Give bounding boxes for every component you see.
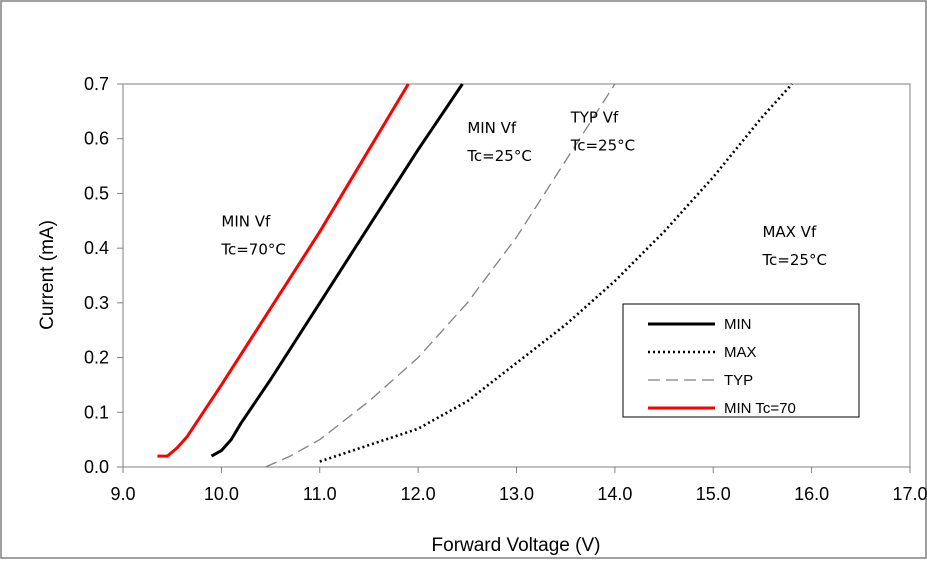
y-tick-label: 0.4 [84, 238, 109, 258]
x-tick-label: 11.0 [303, 484, 337, 504]
curve-annotation: TYP Vf [570, 108, 619, 126]
x-tick-label: 16.0 [794, 484, 829, 504]
series-line-min-tc-70 [157, 83, 410, 458]
curve-annotation: Tc=25°C [570, 136, 636, 154]
annotation-layer: MIN Vf Tc=70°C MIN Vf Tc=25°C TYP Vf Tc=25°C M… [220, 108, 827, 269]
x-tick-label: 14.0 [597, 484, 632, 504]
x-tick-label: 10.0 [204, 484, 239, 504]
y-tick-label: 0.6 [84, 129, 109, 149]
x-tick-label: 9.0 [110, 484, 135, 504]
y-axis-title: Current (mA) [37, 220, 58, 330]
y-tick-label: 0.1 [84, 402, 109, 422]
legend-label: MIN [724, 316, 752, 333]
curve-annotation: Tc=25°C [761, 251, 827, 269]
series-line-max [319, 83, 793, 463]
x-axis-title: Forward Voltage (V) [432, 535, 601, 556]
y-tick-label: 0.5 [84, 183, 109, 203]
legend: MIN MAX TYP MIN Tc=70 [622, 303, 860, 418]
x-axis-ticks: 9.0 10.0 11.0 12.0 13.0 14.0 15.0 16.0 17.0 [110, 467, 927, 504]
curve-annotation: MIN Vf [221, 212, 271, 230]
y-tick-label: 0.2 [84, 348, 109, 368]
y-tick-label: 0.3 [84, 293, 109, 313]
x-tick-label: 15.0 [696, 484, 731, 504]
legend-items: MIN MAX TYP MIN Tc=70 [648, 316, 796, 417]
series-line-typ [265, 83, 616, 468]
legend-label: TYP [724, 372, 753, 389]
y-tick-label: 0.7 [84, 74, 109, 94]
x-tick-label: 17.0 [892, 484, 927, 504]
y-axis-ticks: 0.0 0.1 0.2 0.3 0.4 0.5 0.6 0.7 [84, 74, 123, 477]
series-layer [157, 83, 793, 468]
curve-annotation: Tc=25°C [466, 147, 532, 165]
x-tick-label: 12.0 [401, 484, 436, 504]
x-tick-label: 13.0 [499, 484, 534, 504]
series-line-min [210, 83, 464, 458]
curve-annotation: Tc=70°C [220, 240, 286, 258]
legend-label: MIN Tc=70 [724, 400, 796, 417]
curve-annotation: MIN Vf [467, 119, 517, 137]
y-tick-label: 0.0 [84, 457, 109, 477]
legend-label: MAX [724, 344, 757, 361]
curve-annotation: MAX Vf [762, 223, 817, 241]
